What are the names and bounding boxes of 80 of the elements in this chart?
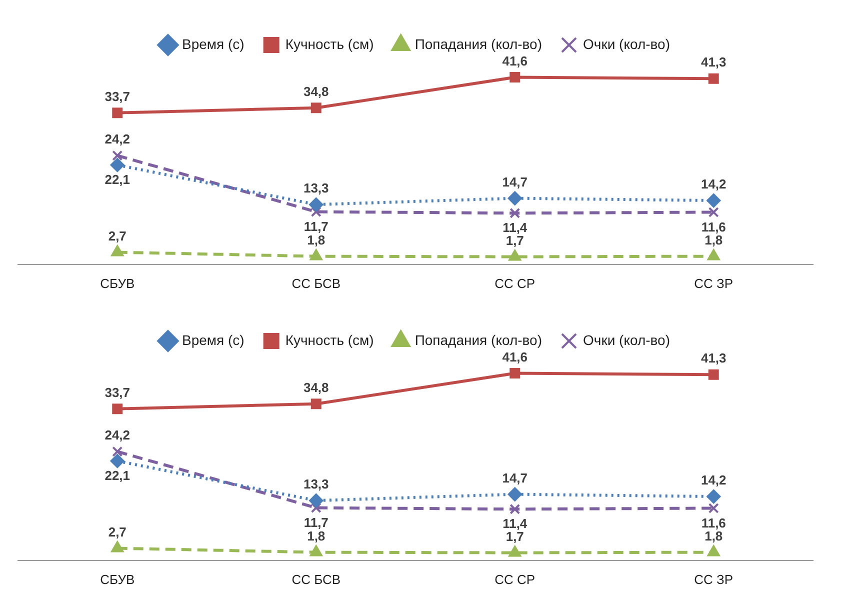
x-tick-label: СС ЗР xyxy=(694,276,734,291)
point xyxy=(510,72,520,83)
point xyxy=(708,369,719,380)
point xyxy=(508,250,522,261)
data-label: 2,7 xyxy=(108,228,126,244)
data-label: 11,4 xyxy=(502,516,528,532)
point xyxy=(310,249,322,260)
point xyxy=(110,158,124,172)
data-label: 41,6 xyxy=(502,349,528,364)
point xyxy=(510,368,520,379)
point xyxy=(706,194,721,208)
point xyxy=(508,546,522,557)
legend-label: Кучность (см) xyxy=(285,332,374,348)
data-label: 34,8 xyxy=(303,84,329,99)
legend-label: Время (с) xyxy=(182,332,244,348)
data-label: 13,3 xyxy=(303,180,329,196)
point xyxy=(310,545,322,556)
point xyxy=(510,504,520,514)
data-label: 1,8 xyxy=(704,528,723,544)
point xyxy=(112,446,123,457)
data-label: 14,7 xyxy=(502,174,528,190)
point xyxy=(309,198,324,212)
point xyxy=(110,454,124,468)
data-label: 1,7 xyxy=(506,232,524,248)
x-tick-label: СС БСВ xyxy=(292,276,341,291)
point xyxy=(112,150,123,161)
data-label: 14,2 xyxy=(700,472,726,488)
data-label: 11,4 xyxy=(502,220,528,236)
point xyxy=(706,490,721,504)
x-tick-label: СБУВ xyxy=(100,572,135,587)
data-label: 34,8 xyxy=(303,380,329,395)
data-label: 13,3 xyxy=(303,476,329,492)
data-label: 11,7 xyxy=(304,514,328,530)
x-tick-label: СС БСВ xyxy=(292,572,341,587)
point xyxy=(310,502,322,514)
x-tick-label: СС СР xyxy=(494,276,536,291)
data-label: 33,7 xyxy=(104,384,130,400)
point xyxy=(112,108,123,118)
legend-label: Попадания (кол-во) xyxy=(414,36,542,52)
data-label: 41,6 xyxy=(502,53,528,68)
data-label: 11,6 xyxy=(701,219,726,234)
data-label: 1,8 xyxy=(704,232,723,248)
x-tick-label: СС СР xyxy=(494,572,536,587)
point xyxy=(310,206,322,218)
point xyxy=(309,494,324,508)
point xyxy=(707,249,720,260)
point xyxy=(707,545,720,556)
point xyxy=(112,404,123,414)
point xyxy=(111,245,124,256)
data-label: 41,3 xyxy=(700,54,726,70)
point xyxy=(708,502,719,514)
x-tick-label: СС ЗР xyxy=(694,572,734,587)
data-label: 14,7 xyxy=(502,470,528,486)
point xyxy=(310,102,322,114)
data-label: 22,1 xyxy=(104,172,130,188)
point xyxy=(111,541,124,552)
point xyxy=(510,208,520,218)
point xyxy=(508,191,522,206)
data-label: 22,1 xyxy=(104,468,130,484)
legend-label: Попадания (кол-во) xyxy=(414,332,542,348)
data-label: 33,7 xyxy=(104,88,130,104)
data-label: 41,3 xyxy=(700,350,726,366)
legend-label: Кучность (см) xyxy=(285,36,374,52)
data-label: 1,7 xyxy=(506,528,524,544)
legend-label: Очки (кол-во) xyxy=(583,332,670,348)
point xyxy=(508,487,522,502)
x-tick-label: СБУВ xyxy=(100,276,135,291)
data-label: 2,7 xyxy=(108,524,126,540)
data-label: 11,6 xyxy=(701,515,726,530)
data-label: 11,7 xyxy=(304,218,328,234)
legend-label: Очки (кол-во) xyxy=(583,36,670,52)
data-label: 24,2 xyxy=(104,132,130,147)
data-label: 1,8 xyxy=(307,528,326,544)
data-label: 1,8 xyxy=(307,232,326,248)
point xyxy=(310,398,322,410)
point xyxy=(708,206,719,218)
data-label: 14,2 xyxy=(700,176,726,192)
point xyxy=(708,73,719,84)
data-label: 24,2 xyxy=(104,428,130,443)
legend-label: Время (с) xyxy=(182,36,244,52)
